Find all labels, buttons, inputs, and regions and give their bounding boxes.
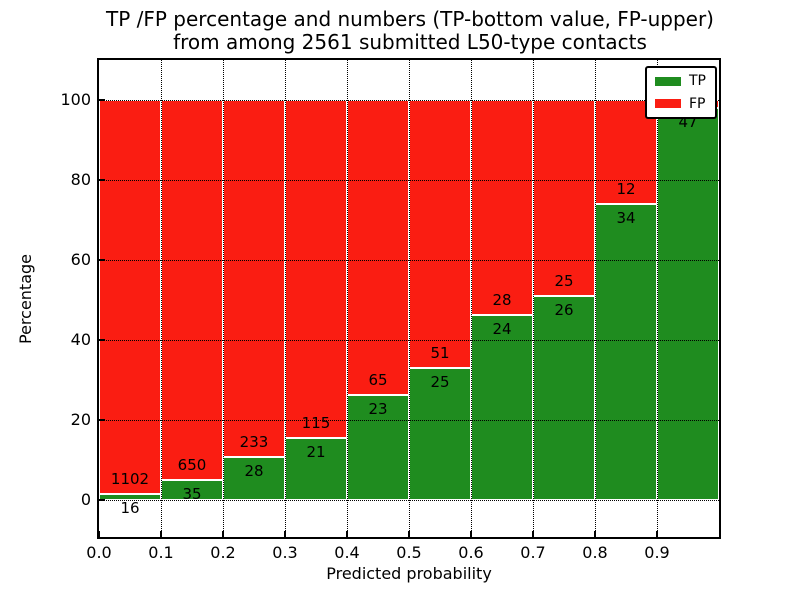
- x-tick: [408, 531, 410, 537]
- bar-fp-segment: [161, 100, 223, 480]
- x-tick-label: 0.1: [148, 543, 174, 562]
- x-axis-title: Predicted probability: [326, 564, 492, 583]
- tp-count-label: 16: [120, 499, 140, 518]
- fp-swatch-icon: [655, 99, 681, 109]
- chart-title-line1: TP /FP percentage and numbers (TP-bottom…: [106, 7, 714, 31]
- y-tick-label: 100: [60, 90, 91, 109]
- x-tick-label: 0.6: [458, 543, 484, 562]
- x-tick-label: 0.8: [582, 543, 608, 562]
- x-tick: [346, 531, 348, 537]
- x-tick: [656, 531, 658, 537]
- bar-tp-segment: [285, 438, 347, 500]
- legend-label-fp: FP: [689, 95, 706, 112]
- y-tick: [99, 99, 105, 101]
- tp-count-label: 23: [368, 400, 388, 419]
- bar-tp-segment: [595, 204, 657, 500]
- x-tick-label: 0.7: [520, 543, 546, 562]
- bar-tp-segment: [533, 296, 595, 500]
- y-tick: [99, 419, 105, 421]
- fp-count-label: 1102: [110, 470, 150, 489]
- x-tick: [160, 531, 162, 537]
- fp-count-label: 51: [430, 344, 450, 363]
- y-tick: [99, 339, 105, 341]
- bar-tp-segment: [223, 457, 285, 500]
- legend-item-tp: TP: [647, 73, 715, 89]
- gridline-x-0.4: [347, 60, 348, 537]
- x-tick: [98, 531, 100, 537]
- tp-count-label: 28: [244, 462, 264, 481]
- y-tick: [99, 499, 105, 501]
- x-tick: [532, 531, 534, 537]
- chart-title: TP /FP percentage and numbers (TP-bottom…: [90, 8, 730, 54]
- tp-count-label: 34: [616, 209, 636, 228]
- x-tick-label: 0.4: [334, 543, 360, 562]
- gridline-x-0.9: [657, 60, 658, 537]
- bar-fp-segment: [223, 100, 285, 458]
- plot-area: 1102 16 650 35 233 28 115 21 65 23 51 25 28 24 25 26 12 3…: [60, 60, 719, 562]
- y-tick: [99, 259, 105, 261]
- fp-count-label: 233: [239, 433, 269, 452]
- bar-fp-segment: [471, 100, 533, 316]
- chart-title-line2: from among 2561 submitted L50-type conta…: [173, 30, 647, 54]
- gridline-x-0.5: [409, 60, 410, 537]
- tp-count-label: 26: [554, 301, 574, 320]
- x-tick-label: 0.3: [272, 543, 298, 562]
- gridline-x-0.3: [285, 60, 286, 537]
- y-tick-label: 0: [80, 490, 91, 509]
- tp-count-label: 35: [182, 484, 202, 503]
- x-tick-label: 0.5: [396, 543, 422, 562]
- tp-count-label: 21: [306, 443, 326, 462]
- x-tick: [284, 531, 286, 537]
- tp-swatch-icon: [655, 76, 681, 86]
- legend: TP FP: [645, 66, 717, 119]
- fp-count-label: 28: [492, 291, 512, 310]
- y-tick: [99, 179, 105, 181]
- gridline-x-0.8: [595, 60, 596, 537]
- bar-fp-segment: [533, 100, 595, 297]
- fp-count-label: 12: [616, 180, 636, 199]
- fp-count-label: 65: [368, 371, 388, 390]
- x-tick-label: 0.0: [86, 543, 112, 562]
- x-tick-label: 0.2: [210, 543, 236, 562]
- y-axis-title: Percentage: [16, 253, 35, 344]
- fp-count-label: 650: [177, 455, 207, 474]
- x-tick: [594, 531, 596, 537]
- legend-item-fp: FP: [647, 96, 715, 112]
- gridline-x-0.7: [533, 60, 534, 537]
- bar-fp-segment: [409, 100, 471, 369]
- y-tick-label: 80: [70, 170, 91, 189]
- fp-count-label: 115: [301, 414, 331, 433]
- y-tick-label: 60: [70, 250, 91, 269]
- bar-fp-segment: [99, 100, 161, 495]
- bar-fp-segment: [347, 100, 409, 396]
- gridline-x-0.2: [223, 60, 224, 537]
- gridline-x-0.6: [471, 60, 472, 537]
- y-tick-label: 20: [70, 410, 91, 429]
- y-tick-label: 40: [70, 330, 91, 349]
- bar-fp-segment: [285, 100, 347, 439]
- tp-count-label: 24: [492, 320, 512, 339]
- bar-tp-segment: [471, 315, 533, 500]
- fp-count-label: 25: [554, 272, 574, 291]
- bar-tp-segment: [99, 494, 161, 500]
- bar-tp-segment: [657, 108, 719, 500]
- gridline-x-0.1: [161, 60, 162, 537]
- x-tick: [470, 531, 472, 537]
- tp-count-label: 25: [430, 373, 450, 392]
- x-tick: [222, 531, 224, 537]
- legend-label-tp: TP: [689, 73, 706, 90]
- x-tick-label: 0.9: [644, 543, 670, 562]
